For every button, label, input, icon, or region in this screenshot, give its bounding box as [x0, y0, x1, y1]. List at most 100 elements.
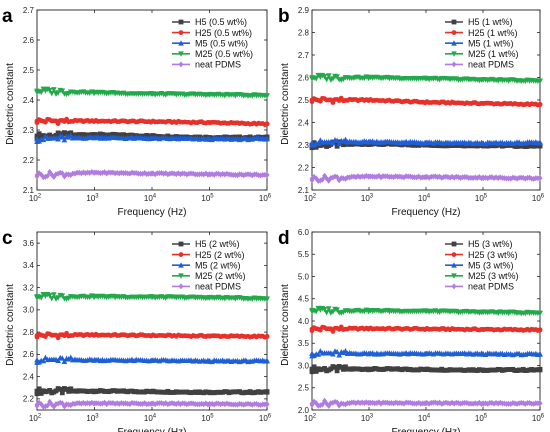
- data-marker: [449, 173, 455, 180]
- legend-marker: [178, 40, 184, 46]
- data-point: [149, 333, 155, 338]
- legend-marker: [178, 51, 184, 57]
- data-marker: [322, 365, 327, 371]
- data-marker: [40, 136, 47, 143]
- data-marker: [325, 306, 332, 312]
- legend-marker: [178, 19, 184, 25]
- legend-label: H5 (1 wt%): [468, 17, 513, 27]
- data-marker: [62, 403, 67, 410]
- data-marker: [178, 171, 183, 178]
- legend-label: M5 (3 wt%): [468, 260, 514, 270]
- data-marker: [320, 176, 325, 183]
- data-marker: [311, 173, 317, 180]
- data-point: [206, 295, 213, 301]
- data-marker: [328, 175, 334, 182]
- data-point: [309, 139, 315, 146]
- legend-marker: [451, 273, 457, 279]
- data-marker: [359, 173, 365, 180]
- legend-marker: [178, 273, 184, 279]
- y-axis-label: Dielectric constant: [5, 63, 16, 145]
- data-marker: [167, 170, 173, 177]
- data-marker: [83, 170, 88, 177]
- legend-label: neat PDMS: [468, 60, 514, 70]
- data-point: [480, 140, 486, 146]
- y-tick-label: 2.4: [23, 96, 35, 105]
- data-marker: [239, 401, 245, 408]
- y-tick-label: 2.0: [298, 406, 310, 415]
- data-marker: [38, 391, 44, 396]
- data-marker: [51, 292, 57, 298]
- legend-label: H25 (3 wt%): [468, 250, 518, 260]
- data-point: [480, 174, 486, 181]
- x-tick-label: 102: [304, 194, 317, 204]
- series-triangle-down: [309, 305, 543, 317]
- data-point: [423, 308, 429, 315]
- data-marker: [247, 171, 253, 178]
- x-tick-label: 103: [86, 414, 99, 424]
- legend-marker: [451, 30, 457, 35]
- data-point: [34, 333, 40, 338]
- data-point: [423, 326, 429, 332]
- legend-entry: M5 (1 wt%): [445, 38, 514, 48]
- x-axis-label: Frequency (Hz): [392, 207, 461, 218]
- data-marker: [334, 348, 340, 355]
- data-marker: [433, 399, 438, 406]
- data-marker: [361, 399, 367, 406]
- data-point: [537, 102, 543, 107]
- x-tick-label: 103: [86, 194, 99, 204]
- legend-label: H5 (2 wt%): [195, 239, 240, 249]
- y-tick-label: 2.6: [298, 73, 310, 82]
- data-point: [34, 388, 40, 394]
- data-marker: [173, 401, 179, 408]
- y-tick-label: 2.3: [298, 141, 310, 150]
- y-tick-label: 2.5: [23, 66, 35, 75]
- legend-marker: [451, 61, 457, 68]
- data-marker: [320, 401, 325, 408]
- data-point: [423, 99, 429, 105]
- series-circle: [34, 116, 270, 127]
- data-point: [34, 172, 40, 178]
- data-marker: [330, 139, 336, 146]
- x-axis-label: Frequency (Hz): [392, 427, 461, 432]
- legend-entry: H25 (3 wt%): [445, 250, 518, 260]
- data-marker: [165, 171, 171, 178]
- chart-panel-d: d 2.0 2.5 3.0 3.5 4.0 4.5 5.0 5.5 6.0 102 103 104 105…: [278, 228, 545, 432]
- data-marker: [76, 169, 82, 176]
- data-point: [91, 356, 98, 363]
- legend-entry: neat PDMS: [445, 282, 514, 292]
- x-tick-label: 104: [418, 194, 431, 204]
- data-marker: [378, 400, 384, 407]
- data-marker: [95, 169, 101, 176]
- legend-label: M25 (0.5 wt%): [195, 49, 253, 59]
- data-marker: [171, 170, 177, 177]
- data-marker: [414, 174, 419, 181]
- legend-label: neat PDMS: [468, 282, 514, 292]
- series-circle: [309, 95, 543, 108]
- data-marker: [414, 400, 419, 407]
- data-point: [149, 91, 155, 97]
- chart-panel-b: b 2.1 2.2 2.3 2.4 2.5 2.6 2.7 2.8 2.9 102 103 104 105…: [278, 6, 545, 218]
- y-tick-label: 2.1: [298, 186, 310, 195]
- data-marker: [55, 357, 61, 363]
- legend-marker: [451, 241, 457, 247]
- data-point: [366, 350, 372, 356]
- y-tick-label: 2.8: [23, 328, 35, 337]
- data-marker: [228, 401, 234, 408]
- legend-marker: [451, 40, 457, 46]
- data-marker: [61, 136, 68, 143]
- legend-entry: M25 (1 wt%): [445, 49, 519, 59]
- x-tick-label: 104: [418, 414, 431, 424]
- legend-entry: H25 (1 wt%): [445, 28, 518, 38]
- panel-letter: d: [278, 228, 290, 249]
- data-marker: [483, 400, 489, 407]
- x-axis-label: Frequency (Hz): [118, 207, 187, 218]
- x-tick-label: 103: [361, 414, 374, 424]
- y-tick-label: 2.5: [298, 96, 310, 105]
- data-point: [92, 400, 97, 407]
- y-tick-label: 4.5: [298, 295, 310, 304]
- panel-letter: b: [278, 6, 290, 27]
- data-marker: [171, 400, 177, 407]
- data-point: [92, 118, 97, 124]
- legend-entry: M25 (3 wt%): [445, 271, 519, 281]
- series-circle: [34, 330, 270, 341]
